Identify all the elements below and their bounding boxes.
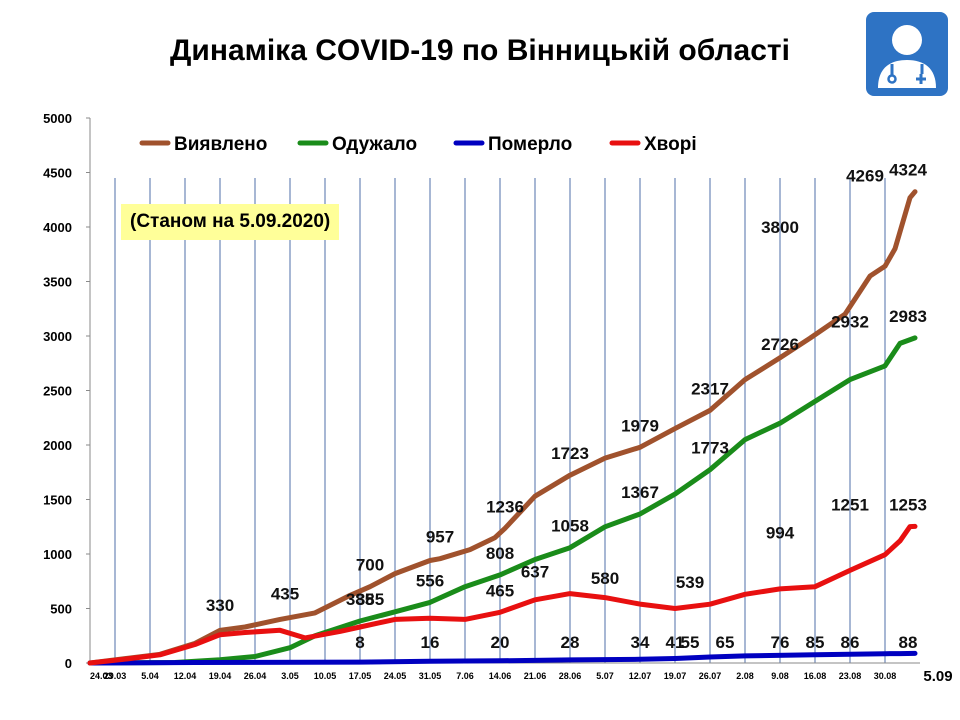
data-label: 435 [271,585,299,604]
y-axis: 0 500 1000 1500 2000 2500 3000 3500 4000 4500 5000 [43,111,91,671]
data-label: 2726 [761,335,799,354]
data-label: 808 [486,544,514,563]
logo-cross [916,74,926,84]
x-tick-label: 14.06 [489,671,512,681]
x-tick-label: 24.03 [90,671,113,681]
chart-title: Динаміка COVID-19 по Вінницькій області [170,34,790,67]
legend-label: Хворі [644,134,697,155]
series-lines [87,189,918,666]
data-label: 385 [356,590,384,609]
data-label: 957 [426,528,454,547]
x-tick-label: 23.08 [839,671,862,681]
x-tick-label: 26.07 [699,671,722,681]
data-label: 556 [416,571,444,590]
data-label: 1251 [831,496,869,515]
x-tick-label: 19.04 [209,671,232,681]
data-label: 1058 [551,517,589,536]
x-tick-label: 19.07 [664,671,687,681]
y-tick-label: 4000 [43,220,72,235]
x-tick-label: 5.07 [596,671,614,681]
data-label: 1979 [621,416,659,435]
doctor-icon [866,12,948,96]
series-line-2 [87,335,918,666]
data-label: 1723 [551,444,589,463]
y-tick-label: 500 [50,602,72,617]
data-label: 1367 [621,483,659,502]
x-tick-label: 28.06 [559,671,582,681]
data-label: 330 [206,596,234,615]
y-tick-label: 2000 [43,438,72,453]
data-label: 34 [631,633,650,652]
series-line-3 [87,650,918,666]
data-label: 637 [521,563,549,582]
x-tick-label: 30.08 [874,671,897,681]
legend-label: Виявлено [174,134,267,155]
x-tick-label: 31.05 [419,671,442,681]
x-tick-label: 3.05 [281,671,299,681]
data-label: 580 [591,569,619,588]
y-tick-label: 1000 [43,547,72,562]
data-label: 1236 [486,497,524,516]
data-label: 88 [899,633,918,652]
x-tick-label: 2.08 [736,671,754,681]
data-label: 465 [486,581,514,600]
data-label: 85 [806,633,825,652]
status-date-label: (Станом на 5.09.2020) [121,204,340,240]
x-tick-label: 10.05 [314,671,337,681]
series-line-4 [87,523,918,666]
data-label: 700 [356,556,384,575]
logo-head [892,25,922,55]
data-label: 16 [421,633,440,652]
grid-lines [114,178,886,663]
x-end-label: 5.09 [923,668,952,685]
y-tick-label: 5000 [43,111,72,126]
y-tick-label: 0 [65,656,72,671]
series-line-1 [87,189,918,666]
y-tick-label: 1500 [43,493,72,508]
legend: Виявлено Одужало Померло Хворі [139,134,697,155]
legend-label: Померло [488,134,572,155]
data-label: 1773 [691,439,729,458]
x-tick-label: 16.08 [804,671,827,681]
data-label: 385 [346,590,374,609]
data-label: 1253 [889,495,927,514]
y-tick-label: 3500 [43,275,72,290]
x-tick-label: 29.03 [104,671,127,681]
y-tick-label: 2500 [43,384,72,399]
x-tick-label: 24.05 [384,671,407,681]
data-label: 2317 [691,379,729,398]
data-label: 4324 [889,161,927,180]
logo-stethoscope [890,64,924,76]
data-label: 65 [716,633,735,652]
y-tick-label: 3000 [43,329,72,344]
data-label: 76 [771,633,790,652]
data-label: 8 [355,633,364,652]
data-label: 28 [561,633,580,652]
data-label: 3800 [761,218,799,237]
x-tick-label: 7.06 [456,671,474,681]
x-tick-label: 26.04 [244,671,267,681]
legend-label: Одужало [332,134,417,155]
x-tick-label: 21.06 [524,671,547,681]
data-labels: 330 435 700 957 1236 1723 1979 2317 3800 4269 4324… [206,161,928,652]
data-label: 41 [666,633,685,652]
data-label: 55 [681,633,700,652]
y-tick-label: 4500 [43,166,72,181]
data-label: 2932 [831,312,869,331]
data-label: 2983 [889,307,927,326]
data-label: 4269 [846,167,884,186]
x-tick-label: 5.04 [141,671,159,681]
x-tick-label: 12.07 [629,671,652,681]
data-label: 86 [841,633,860,652]
x-tick-label: 17.05 [349,671,372,681]
data-label: 20 [491,633,510,652]
data-label: 539 [676,573,704,592]
x-tick-label: 9.08 [771,671,789,681]
data-label: 994 [766,524,795,543]
x-tick-label: 12.04 [174,671,197,681]
